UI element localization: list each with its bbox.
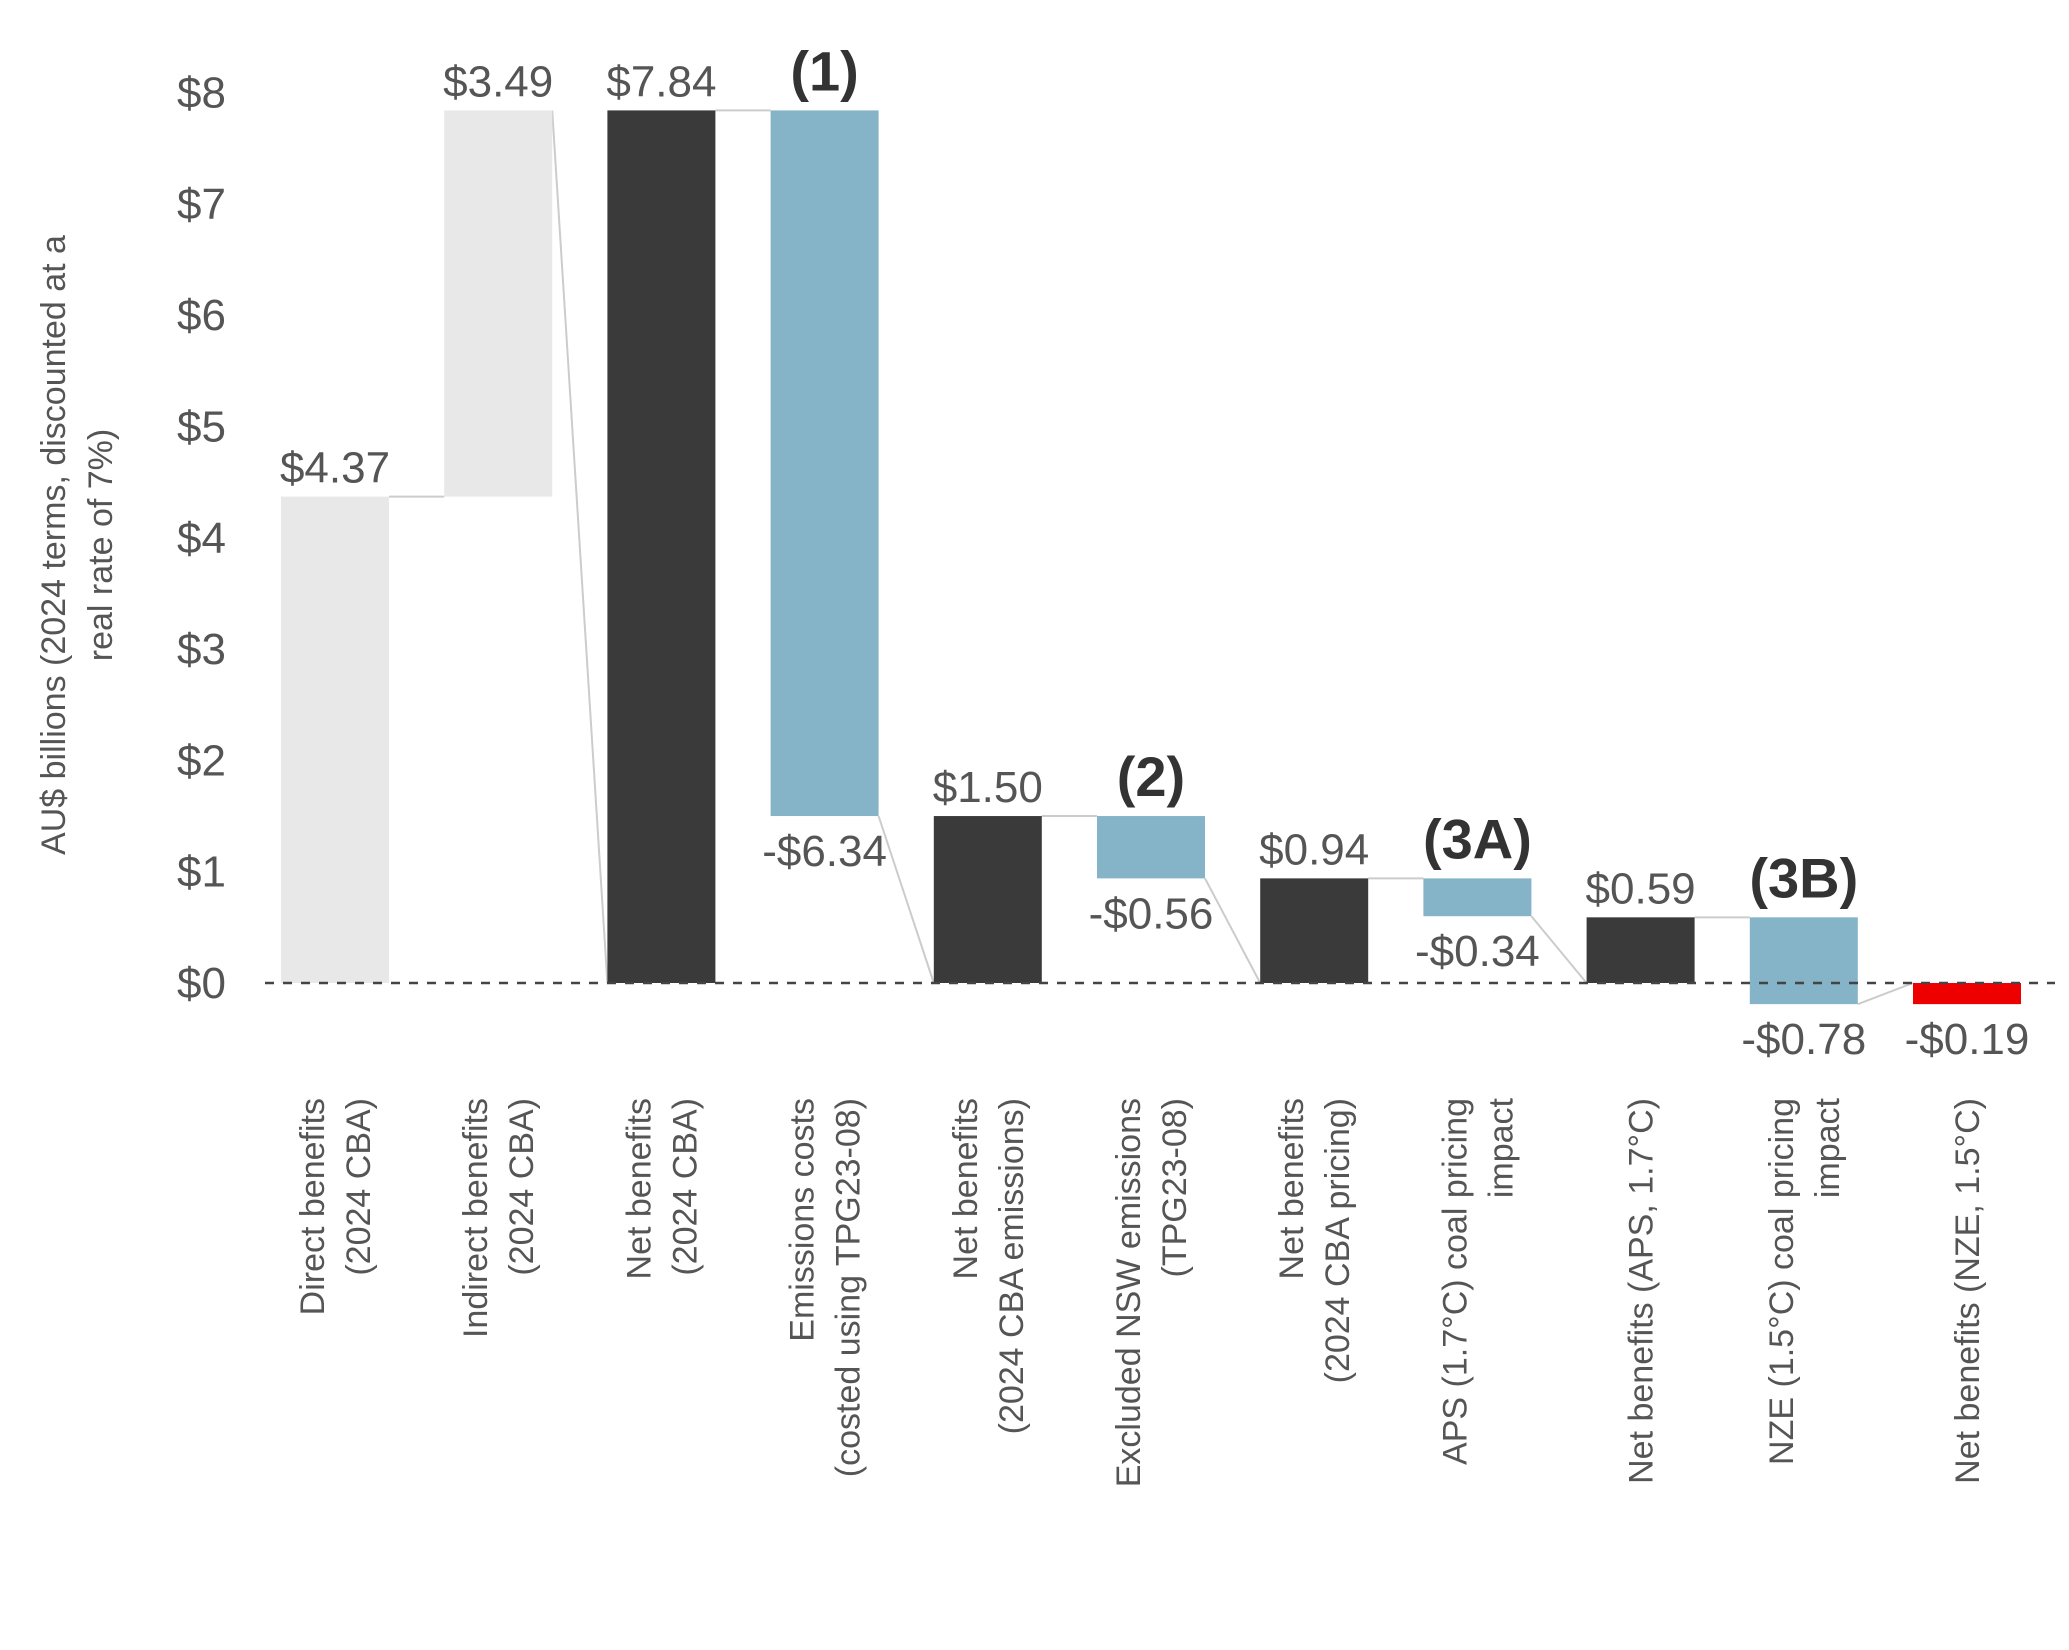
- y-tick-label: $4: [177, 514, 226, 563]
- annotation-label: (3B): [1749, 846, 1858, 909]
- connector-line: [1857, 982, 1914, 1006]
- category-label: (2024 CBA pricing): [1319, 1098, 1357, 1383]
- annotation-label: (1): [790, 39, 858, 102]
- category-label: (2024 CBA): [503, 1098, 541, 1276]
- bar: [607, 110, 716, 983]
- connector-lines: [389, 109, 1914, 1006]
- bar: [770, 110, 879, 817]
- value-label: -$0.34: [1415, 927, 1540, 976]
- bar: [1260, 878, 1369, 983]
- bar: [1749, 917, 1858, 1005]
- y-tick-label: $7: [177, 180, 226, 229]
- category-label: NZE (1.5°C) coal pricing: [1763, 1098, 1801, 1465]
- connector-line: [1204, 877, 1262, 984]
- y-axis-ticks: $0 $1 $2 $3 $4 $5 $6 $7 $8: [177, 69, 226, 1008]
- value-labels: $4.37 $3.49 $7.84 -$6.34 $1.50 -$0.56 $0.94 -$0…: [280, 57, 2029, 1064]
- category-label: Net benefits (APS, 1.7°C): [1623, 1098, 1661, 1484]
- category-label: (2024 CBA): [666, 1098, 704, 1276]
- category-label: Net benefits (NZE, 1.5°C): [1949, 1098, 1987, 1484]
- category-label: APS (1.7°C) coal pricing: [1436, 1098, 1474, 1465]
- y-axis-label-line-1: AU$ billions (2024 terms, discounted at …: [35, 235, 73, 855]
- connector-line: [551, 110, 609, 984]
- category-label: (TPG23-08): [1156, 1098, 1194, 1278]
- value-label: $3.49: [443, 57, 553, 106]
- annotation-label: (3A): [1423, 807, 1532, 870]
- annotations: (1) (2) (3A) (3B): [790, 39, 1858, 909]
- category-label: impact: [1482, 1097, 1520, 1198]
- category-label: (2024 CBA emissions): [993, 1098, 1031, 1434]
- value-label: $4.37: [280, 444, 390, 493]
- y-tick-label: $6: [177, 291, 226, 340]
- category-label: Excluded NSW emissions: [1110, 1098, 1148, 1487]
- y-tick-label: $5: [177, 403, 226, 452]
- category-label: Indirect benefits: [457, 1098, 495, 1338]
- y-axis-label: AU$ billions (2024 terms, discounted at …: [35, 235, 120, 855]
- category-label: (2024 CBA): [340, 1098, 378, 1276]
- value-label: $0.59: [1586, 864, 1696, 913]
- bars: [281, 110, 2021, 1005]
- bar: [444, 110, 553, 497]
- bar: [1913, 983, 2021, 1005]
- annotation-label: (2): [1117, 745, 1185, 808]
- value-label: -$0.19: [1905, 1015, 2030, 1064]
- y-tick-label: $1: [177, 848, 226, 897]
- bar: [1423, 878, 1532, 917]
- category-label: Net benefits: [947, 1098, 985, 1279]
- category-label: (costed using TPG23-08): [830, 1098, 868, 1477]
- y-axis-label-line-2: real rate of 7%): [82, 429, 120, 661]
- category-label: Emissions costs: [784, 1098, 822, 1342]
- y-tick-label: $2: [177, 736, 226, 785]
- value-label: $0.94: [1259, 825, 1369, 874]
- value-label: $7.84: [606, 57, 716, 106]
- value-label: -$0.56: [1089, 889, 1214, 938]
- category-labels: Direct benefits (2024 CBA) Indirect benefi…: [294, 1097, 1987, 1487]
- category-label: Direct benefits: [294, 1098, 332, 1315]
- bar: [1586, 917, 1695, 983]
- bar: [281, 496, 389, 983]
- y-tick-label: $3: [177, 625, 226, 674]
- value-label: -$0.78: [1741, 1015, 1866, 1064]
- value-label: -$6.34: [762, 827, 887, 876]
- connector-line: [877, 815, 935, 984]
- bar: [933, 816, 1042, 983]
- connector-line: [1530, 915, 1588, 984]
- category-label: Net benefits: [620, 1098, 658, 1279]
- category-label: impact: [1809, 1097, 1847, 1198]
- value-label: $1.50: [933, 763, 1043, 812]
- bar: [1097, 816, 1205, 879]
- category-label: Net benefits: [1273, 1098, 1311, 1279]
- y-tick-label: $8: [177, 69, 226, 118]
- y-tick-label: $0: [177, 959, 226, 1008]
